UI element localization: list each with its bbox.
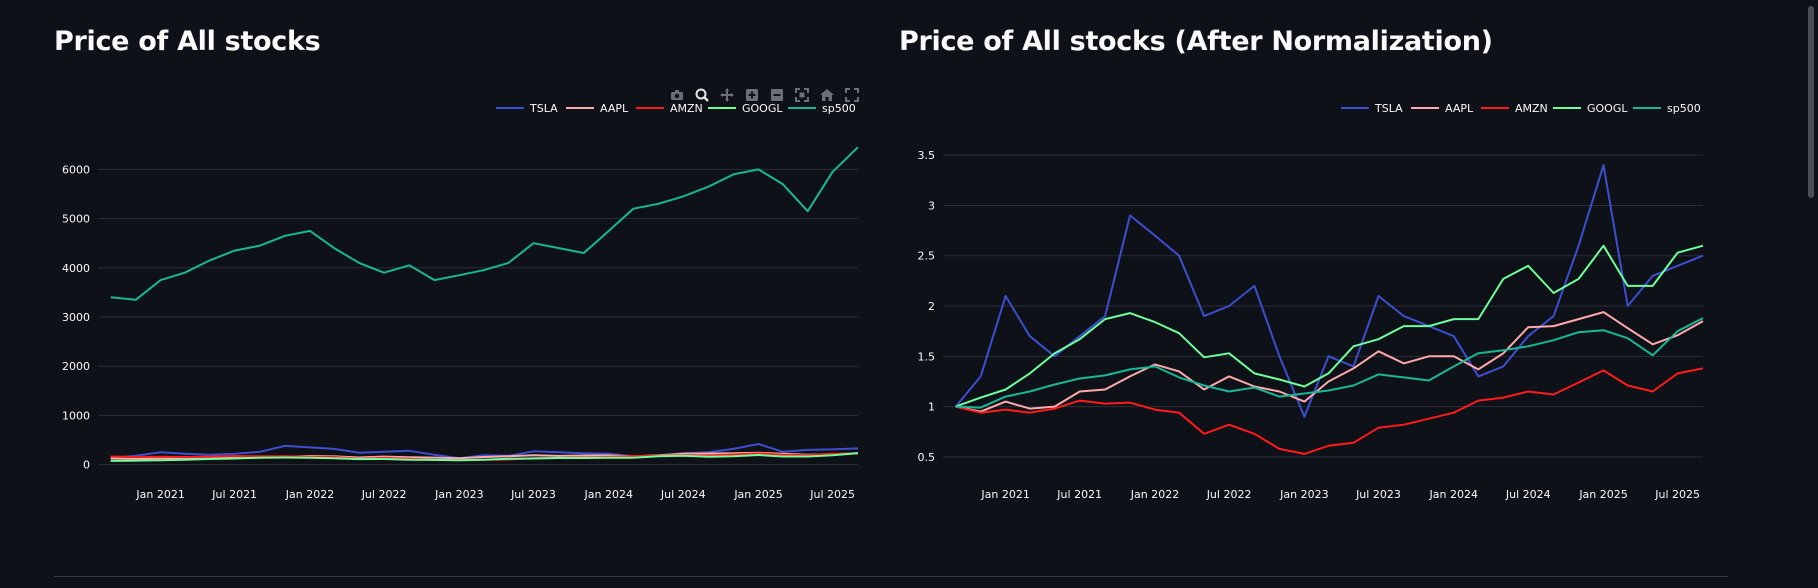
series-line-tsla[interactable] bbox=[110, 443, 859, 460]
legend-item-aapl[interactable]: AAPL bbox=[566, 102, 629, 115]
series-line-googl[interactable] bbox=[955, 244, 1704, 408]
legend-item-sp500[interactable]: sp500 bbox=[788, 102, 856, 115]
chart-title-normalized: Price of All stocks (After Normalization… bbox=[899, 26, 1493, 57]
x-tick-label: Jul 2025 bbox=[1654, 488, 1700, 501]
x-tick-label: Jan 2024 bbox=[1429, 488, 1478, 501]
series-line-googl[interactable] bbox=[110, 452, 859, 462]
legend-label: AMZN bbox=[670, 102, 703, 115]
legend-label: GOOGL bbox=[1587, 102, 1628, 115]
y-tick-label: 1000 bbox=[62, 409, 90, 422]
legend-label: TSLA bbox=[1374, 102, 1403, 115]
home-icon[interactable] bbox=[818, 86, 836, 104]
y-tick-label: 3000 bbox=[62, 311, 90, 324]
legend-item-googl[interactable]: GOOGL bbox=[708, 102, 783, 115]
zoom-out-icon[interactable] bbox=[768, 86, 786, 104]
pan-icon[interactable] bbox=[718, 86, 736, 104]
x-tick-label: Jul 2023 bbox=[510, 488, 556, 501]
x-tick-label: Jul 2021 bbox=[1056, 488, 1102, 501]
legend-label: sp500 bbox=[822, 102, 856, 115]
x-tick-label: Jan 2021 bbox=[135, 488, 184, 501]
autoscale-icon[interactable] bbox=[793, 86, 811, 104]
chart-title-price: Price of All stocks bbox=[54, 26, 321, 57]
x-tick-label: Jan 2023 bbox=[434, 488, 483, 501]
y-tick-label: 0 bbox=[83, 459, 90, 472]
legend-item-sp500[interactable]: sp500 bbox=[1633, 102, 1701, 115]
normalized-price-chart[interactable]: 0.5 1 1.5 2 2.5 3 3.5 Jan 2021 Jul 2021 Jan 2022 J… bbox=[899, 70, 1719, 510]
y-tick-label: 6000 bbox=[62, 163, 90, 176]
y-tick-label: 5000 bbox=[62, 213, 90, 226]
legend-item-tsla[interactable]: TSLA bbox=[496, 102, 558, 115]
y-tick-label: 1 bbox=[928, 401, 935, 414]
y-tick-label: 0.5 bbox=[918, 451, 936, 464]
legend-item-amzn[interactable]: AMZN bbox=[636, 102, 703, 115]
y-tick-label: 2.5 bbox=[918, 250, 936, 263]
page-scrollbar[interactable] bbox=[1808, 6, 1814, 198]
x-tick-label: Jan 2023 bbox=[1279, 488, 1328, 501]
legend-item-googl[interactable]: GOOGL bbox=[1553, 102, 1628, 115]
legend-label: GOOGL bbox=[742, 102, 783, 115]
x-tick-label: Jan 2021 bbox=[980, 488, 1029, 501]
zoom-in-icon[interactable] bbox=[743, 86, 761, 104]
x-tick-label: Jul 2025 bbox=[809, 488, 855, 501]
series-line-aapl[interactable] bbox=[955, 311, 1704, 413]
legend-label: TSLA bbox=[529, 102, 558, 115]
x-tick-label: Jan 2025 bbox=[1578, 488, 1627, 501]
x-tick-label: Jan 2025 bbox=[733, 488, 782, 501]
y-tick-label: 3.5 bbox=[918, 149, 936, 162]
x-tick-label: Jul 2024 bbox=[1505, 488, 1551, 501]
y-tick-label: 1.5 bbox=[918, 350, 936, 363]
legend-item-aapl[interactable]: AAPL bbox=[1411, 102, 1474, 115]
x-tick-label: Jul 2022 bbox=[1206, 488, 1252, 501]
y-tick-label: 3 bbox=[928, 199, 935, 212]
legend-label: AMZN bbox=[1515, 102, 1548, 115]
series-line-sp500[interactable] bbox=[955, 317, 1704, 409]
legend-item-tsla[interactable]: TSLA bbox=[1341, 102, 1403, 115]
fullscreen-icon[interactable] bbox=[843, 86, 861, 104]
series-line-sp500[interactable] bbox=[110, 146, 859, 301]
x-tick-label: Jan 2024 bbox=[584, 488, 633, 501]
legend-label: sp500 bbox=[1667, 102, 1701, 115]
x-tick-label: Jan 2022 bbox=[1130, 488, 1179, 501]
legend-label: AAPL bbox=[1445, 102, 1474, 115]
legend-item-amzn[interactable]: AMZN bbox=[1481, 102, 1548, 115]
x-tick-label: Jul 2021 bbox=[211, 488, 257, 501]
y-tick-label: 2 bbox=[928, 300, 935, 313]
x-tick-label: Jan 2022 bbox=[285, 488, 334, 501]
price-chart[interactable]: 0 1000 2000 3000 4000 5000 6000 Jan 2021 Jul 202… bbox=[54, 70, 874, 510]
x-tick-label: Jul 2022 bbox=[361, 488, 407, 501]
y-tick-label: 2000 bbox=[62, 360, 90, 373]
series-line-amzn[interactable] bbox=[955, 367, 1704, 455]
zoom-icon[interactable] bbox=[693, 86, 711, 104]
x-tick-label: Jul 2024 bbox=[660, 488, 706, 501]
section-divider bbox=[54, 576, 1728, 577]
x-tick-label: Jul 2023 bbox=[1355, 488, 1401, 501]
series-line-tsla[interactable] bbox=[954, 164, 1704, 418]
chart-modebar bbox=[668, 86, 861, 104]
camera-icon[interactable] bbox=[668, 86, 686, 104]
legend-label: AAPL bbox=[600, 102, 629, 115]
y-tick-label: 4000 bbox=[62, 262, 90, 275]
